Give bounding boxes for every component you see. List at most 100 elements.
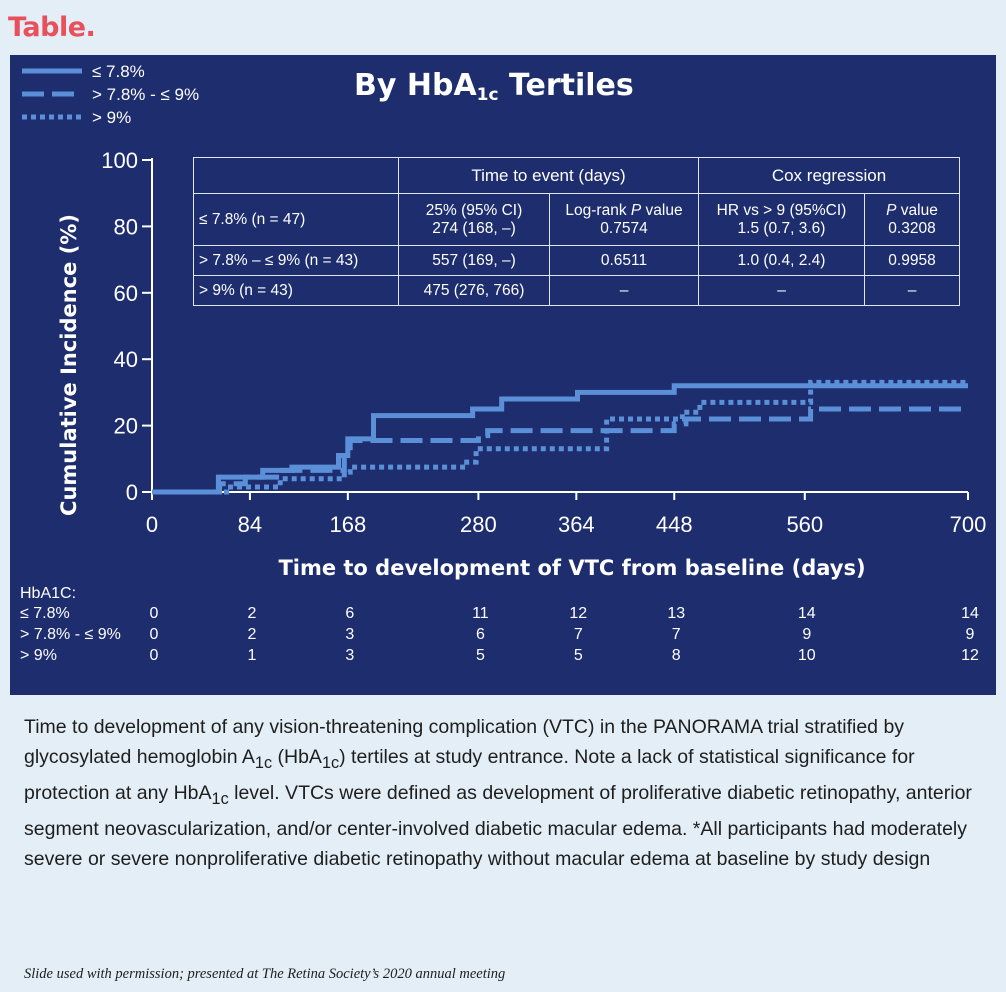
legend: ≤ 7.8% > 7.8% - ≤ 9% > 9% (22, 62, 199, 127)
chart-title: By HbA1c Tertiles (354, 68, 634, 105)
section-header: Table. (8, 12, 96, 43)
cox-p-value: – (864, 275, 960, 306)
x-tick-label: 280 (460, 512, 497, 537)
y-tick-label: 60 (114, 281, 138, 306)
caption-subscript: 1c (254, 753, 273, 772)
t25-value: 475 (276, 766) (398, 275, 550, 306)
y-tick-label: 100 (101, 148, 138, 173)
risk-row-label: > 7.8% - ≤ 9% (20, 626, 121, 643)
risk-value: 10 (798, 647, 816, 664)
row-label: ≤ 7.8% (n = 47) (193, 193, 399, 246)
table-row: ≤ 7.8% (n = 47) 25% (95% CI) 274 (168, –)… (193, 193, 960, 246)
logrank-p-value: 0.7574 (600, 219, 648, 237)
risk-value: 2 (247, 605, 256, 622)
y-tick-label: 40 (114, 347, 138, 372)
credit-line: Slide used with permission; presented at… (24, 966, 506, 982)
value-word: value (641, 201, 683, 219)
caption-text: ) tertiles at study entrance. Note a lac… (24, 746, 915, 804)
risk-value: 1 (247, 647, 256, 664)
caption-text: level. VTCs were defined as development … (24, 781, 972, 870)
p-italic: P (886, 201, 897, 219)
risk-value: 5 (476, 647, 485, 664)
y-tick-label: 0 (126, 480, 138, 505)
number-at-risk-table: HbA1C:≤ 7.8% 0 2 6 11 12 13 14 14> 7.8% - ≤ 9% 0 2… (20, 585, 979, 664)
logrank-word: Log-rank (565, 201, 627, 219)
t25-cell: 25% (95% CI) 274 (168, –) (398, 193, 550, 246)
logrank-cell: Log-rank P value 0.7574 (549, 193, 699, 246)
t25-value: 557 (169, –) (398, 245, 550, 276)
row-label: > 9% (n = 43) (193, 275, 399, 306)
legend-label: ≤ 7.8% (92, 62, 145, 81)
risk-value: 14 (798, 605, 816, 622)
t25-value: 274 (168, –) (432, 219, 516, 237)
cox-p-value: 0.3208 (888, 219, 936, 237)
risk-value: 6 (345, 605, 354, 622)
logrank-p-value: 0.6511 (549, 245, 699, 276)
risk-value: 3 (345, 626, 354, 643)
axes: 0 20 40 60 80 100 0 84 168 280 364 448 560 700 (101, 148, 986, 537)
risk-row-label: ≤ 7.8% (20, 605, 70, 622)
logrank-subheader: Log-rank P value (554, 202, 694, 220)
x-tick-label: 560 (786, 512, 823, 537)
risk-value: 0 (150, 605, 159, 622)
x-tick-label: 168 (329, 512, 366, 537)
logrank-p-value: – (549, 275, 699, 306)
cox-p-subheader: P value (869, 202, 955, 220)
risk-value: 12 (961, 647, 979, 664)
risk-value: 13 (667, 605, 685, 622)
table-corner-cell (193, 157, 399, 194)
row-label: > 7.8% – ≤ 9% (n = 43) (193, 245, 399, 276)
table-header-row: Time to event (days) Cox regression (193, 157, 960, 194)
hr-value: 1.5 (0.7, 3.6) (737, 219, 826, 237)
risk-value: 2 (247, 626, 256, 643)
risk-table-header: HbA1C: (20, 585, 76, 602)
risk-row-label: > 9% (20, 647, 57, 664)
risk-value: 7 (574, 626, 583, 643)
chart-slide: By HbA1c Tertiles ≤ 7.8% > 7.8% - ≤ 9% > 9… (10, 55, 996, 695)
risk-value: 0 (150, 647, 159, 664)
hr-value: 1.0 (0.4, 2.4) (698, 245, 865, 276)
km-chart: By HbA1c Tertiles ≤ 7.8% > 7.8% - ≤ 9% > 9… (20, 62, 986, 664)
risk-value: 12 (569, 605, 587, 622)
risk-value: 3 (345, 647, 354, 664)
risk-value: 6 (476, 626, 485, 643)
risk-value: 11 (472, 605, 489, 622)
x-tick-label: 0 (146, 512, 158, 537)
x-tick-label: 700 (950, 512, 987, 537)
figure-caption: Time to development of any vision-threat… (24, 712, 984, 874)
risk-value: 9 (966, 626, 975, 643)
y-tick-label: 20 (114, 414, 138, 439)
risk-value: 0 (150, 626, 159, 643)
series-group (152, 379, 968, 495)
risk-value: 8 (672, 647, 681, 664)
y-tick-label: 80 (114, 214, 138, 239)
series-line-dotted (152, 379, 968, 495)
series-line-dashed (152, 406, 968, 495)
hr-subheader: HR vs > 9 (95%CI) (716, 201, 847, 219)
caption-subscript: 1c (211, 789, 229, 808)
x-tick-label: 84 (238, 512, 262, 537)
caption-text: Time to development of any vision-threat… (24, 716, 905, 768)
cox-p-value: 0.9958 (864, 245, 960, 276)
hr-cell: HR vs > 9 (95%CI) 1.5 (0.7, 3.6) (698, 193, 865, 246)
hr-value: – (698, 275, 865, 306)
t25-subheader: 25% (95% CI) (425, 201, 523, 219)
table-row: > 7.8% – ≤ 9% (n = 43) 557 (169, –) 0.65… (193, 245, 960, 276)
y-axis-title: Cumulative Incidence (%) (57, 214, 81, 516)
risk-value: 5 (574, 647, 583, 664)
x-tick-label: 364 (558, 512, 595, 537)
caption-text: (HbA (272, 746, 322, 768)
stats-table: Time to event (days) Cox regression ≤ 7.… (193, 157, 960, 306)
table-row: > 9% (n = 43) 475 (276, 766) – – – (193, 275, 960, 306)
risk-value: 14 (961, 605, 979, 622)
x-axis-title: Time to development of VTC from baseline… (278, 556, 865, 580)
cox-regression-header: Cox regression (698, 157, 960, 194)
risk-value: 7 (672, 626, 681, 643)
legend-label: > 9% (92, 108, 131, 127)
risk-value: 9 (802, 626, 811, 643)
x-tick-label: 448 (656, 512, 693, 537)
value-word: value (896, 201, 938, 219)
time-to-event-header: Time to event (days) (398, 157, 699, 194)
legend-label: > 7.8% - ≤ 9% (92, 85, 199, 104)
p-italic: P (630, 201, 642, 219)
